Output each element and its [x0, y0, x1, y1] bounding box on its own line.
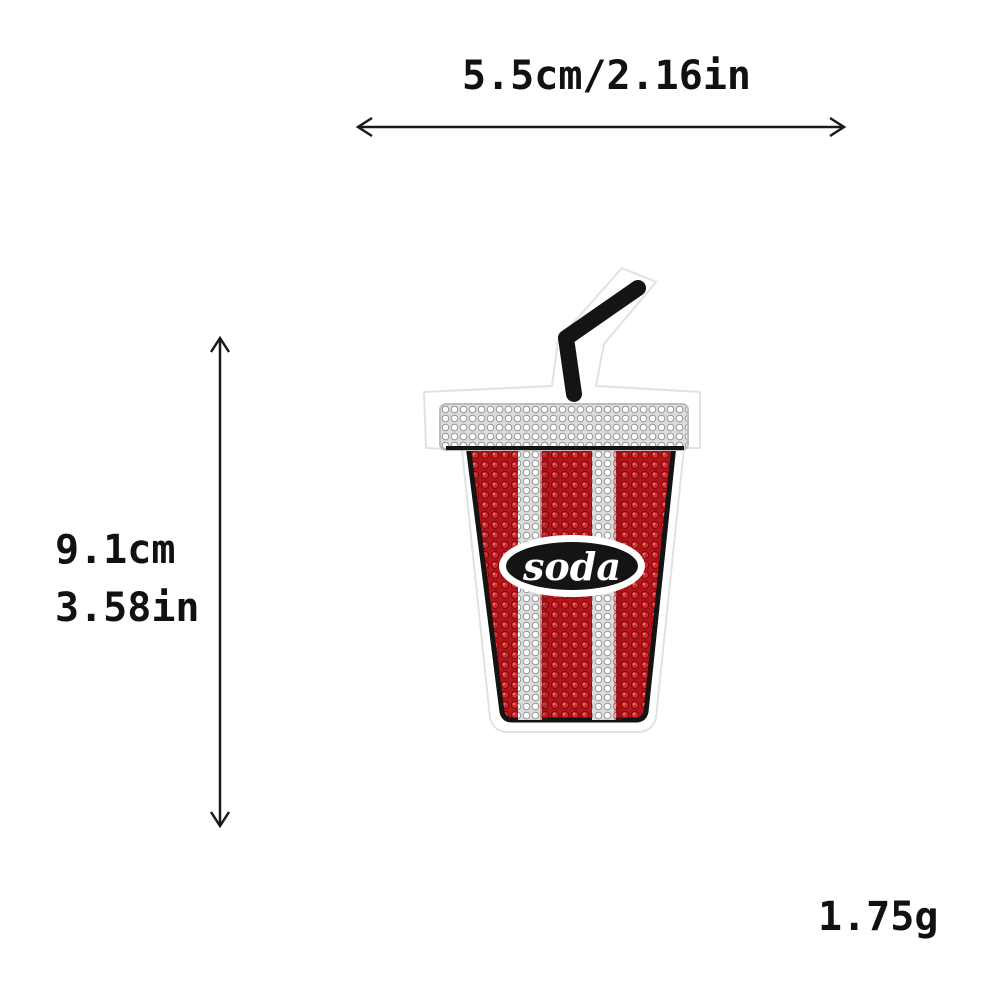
height-arrow: [209, 335, 231, 829]
soda-cup-patch: soda: [422, 266, 701, 733]
straw: [558, 280, 646, 402]
width-arrow: [355, 116, 847, 138]
cup-label-text: soda: [522, 544, 621, 589]
height-dimension-in-label: 3.58in: [55, 585, 200, 631]
weight-label: 1.75g: [818, 894, 939, 940]
width-dimension-label: 5.5cm/2.16in: [462, 53, 751, 99]
height-dimension-cm-label: 9.1cm: [55, 527, 176, 573]
cup-lid: [439, 403, 689, 451]
